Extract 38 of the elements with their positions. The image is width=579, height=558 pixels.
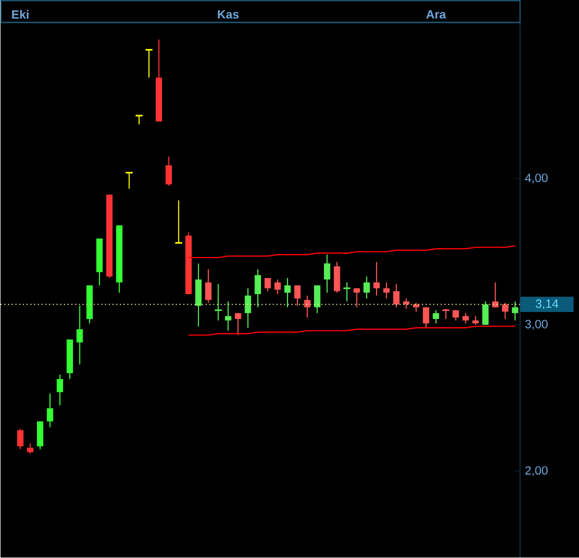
- candlestick: [512, 301, 518, 322]
- x-tick-label: Kas: [218, 10, 239, 19]
- candlestick: [314, 284, 320, 314]
- candlestick: [17, 428, 24, 450]
- candlestick: [373, 262, 380, 296]
- candlestick: [254, 268, 261, 308]
- candlestick: [482, 301, 489, 326]
- candlestick: [432, 310, 440, 324]
- candlestick: [452, 310, 459, 322]
- candlestick: [364, 276, 370, 300]
- candlestick: [46, 393, 54, 428]
- candlestick: [393, 283, 400, 308]
- candlestick: [234, 312, 242, 336]
- candlestick: [304, 295, 310, 318]
- candlestick: [403, 298, 410, 310]
- candlestick: [274, 279, 281, 295]
- candlestick: [462, 312, 469, 324]
- candlestick: [244, 288, 252, 328]
- candlestick: [166, 156, 172, 187]
- candlestick: [502, 302, 508, 320]
- candlestick: [205, 268, 212, 304]
- candlestick: [492, 282, 498, 308]
- candlestick: [27, 442, 34, 454]
- y-tick-label: 2,00: [525, 466, 548, 476]
- candlestick: [284, 278, 291, 308]
- candlestick: [264, 278, 271, 292]
- candlestick: [324, 254, 330, 294]
- x-tick-label: Ara: [426, 10, 446, 19]
- y-tick-label: 3,00: [525, 320, 548, 330]
- candlestick: [224, 301, 232, 332]
- candlestick: [76, 305, 83, 366]
- ref-line-label: 3,14: [536, 300, 558, 310]
- candlestick: [422, 306, 430, 328]
- candlestick: [354, 288, 360, 308]
- candlestick: [294, 284, 301, 306]
- candlestick: [56, 374, 64, 406]
- y-tick-label: 4,00: [525, 174, 548, 184]
- x-tick-label: Eki: [12, 10, 28, 19]
